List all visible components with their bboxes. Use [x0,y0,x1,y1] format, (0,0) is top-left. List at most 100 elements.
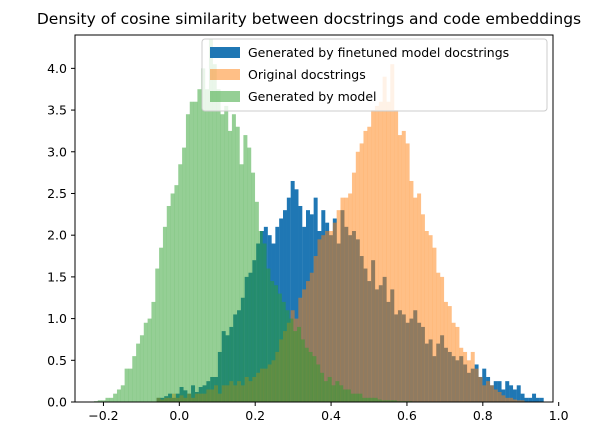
x-tick-label: 0.8 [473,408,493,423]
histogram-bar [466,360,471,402]
histogram-bar [340,197,345,402]
legend: Generated by finetuned model docstrings O… [201,38,548,112]
histogram-bar [389,400,393,402]
histogram-bar [328,231,333,402]
histogram-bar [539,397,544,402]
histogram-bar [105,397,110,402]
histogram-bar [532,393,537,402]
histogram-bar [201,68,206,403]
chart-title: Density of cosine similarity between doc… [37,10,581,28]
legend-label: Generated by finetuned model docstrings [248,45,509,60]
histogram-bar [378,101,383,402]
histogram-bar [501,395,506,402]
histogram-bar [373,397,378,402]
histogram-bar [394,110,399,402]
histogram-bar [231,114,236,403]
histogram-bar [239,164,244,402]
histogram-bar [409,180,414,402]
histogram-bar [281,301,286,402]
histogram-bar [174,185,179,402]
y-tick-label: 1.5 [47,269,67,284]
y-axis: 0.0 0.5 1.0 1.5 2.0 2.5 3.0 3.5 4.0 [47,61,75,410]
histogram-bar [482,385,487,402]
histogram-bar [235,126,240,402]
legend-box [201,38,548,112]
histogram-bar [420,214,425,402]
histogram-bar [317,239,322,402]
histogram-bar [143,322,148,402]
histogram-bar [363,130,368,403]
histogram-bar [463,351,468,402]
histogram-bar [147,318,152,402]
y-tick-label: 0.0 [47,395,67,410]
histogram-bar [424,231,429,402]
histogram-bar [474,368,479,402]
histogram-bar [493,389,498,402]
histogram-bar [350,393,355,402]
series-2 [93,39,413,403]
histogram-bar [497,381,502,402]
histogram-bar [212,64,217,402]
histogram-bar [331,385,336,402]
histogram-bar [274,285,279,402]
histogram-bar [443,301,448,402]
histogram-bar [520,400,525,402]
histogram-bar [371,110,376,402]
histogram-bar [285,310,290,402]
bars-layer [93,39,544,403]
histogram-bar [520,393,525,402]
histogram-bar [382,76,387,402]
histogram-bar [344,197,349,402]
histogram-bar [385,400,390,402]
histogram-bar [320,372,325,402]
histogram-bar [139,335,144,402]
histogram-bar [182,147,187,402]
histogram-bar [417,193,422,402]
histogram-bar [321,235,326,402]
histogram-bar [266,268,271,402]
legend-swatch [210,91,240,102]
histogram-bar [447,306,452,402]
histogram-bar [197,89,202,402]
histogram-bar [300,339,305,402]
histogram-bar [224,105,229,403]
histogram-bar [228,130,233,403]
y-tick-label: 3.0 [47,144,67,159]
histogram-bar [159,247,164,402]
x-tick-label: 0.2 [245,408,265,423]
histogram-bar [366,397,370,402]
x-tick-label: 0.0 [169,408,189,423]
histogram-bar [397,135,402,402]
histogram-bar [428,235,433,402]
histogram-bar [289,318,294,402]
histogram-bar [405,143,410,402]
histogram-bar [306,281,310,402]
histogram-bar [128,368,133,402]
histogram-bar [162,226,167,402]
histogram-bar [270,281,275,402]
y-tick-label: 2.5 [47,186,67,201]
histogram-bar [178,164,183,402]
histogram-bar [335,381,340,402]
histogram-bar [451,322,456,402]
histogram-bar [313,256,318,402]
histogram-bar [323,381,328,402]
y-tick-label: 2.0 [47,228,67,243]
x-tick-label: 0.6 [397,408,417,423]
histogram-bar [155,268,160,402]
y-tick-label: 3.5 [47,103,67,118]
histogram-bar [512,399,517,402]
histogram-bar [166,205,171,402]
histogram-bar [528,397,533,402]
histogram-bar [294,189,299,402]
histogram-bar [351,172,356,403]
x-tick-label: 1.0 [549,408,569,423]
legend-label: Original docstrings [248,67,366,82]
histogram-bar [277,293,282,402]
histogram-bar [304,347,309,402]
histogram-bar [478,376,483,402]
histogram-bar [354,393,359,402]
histogram-bar [390,64,395,402]
